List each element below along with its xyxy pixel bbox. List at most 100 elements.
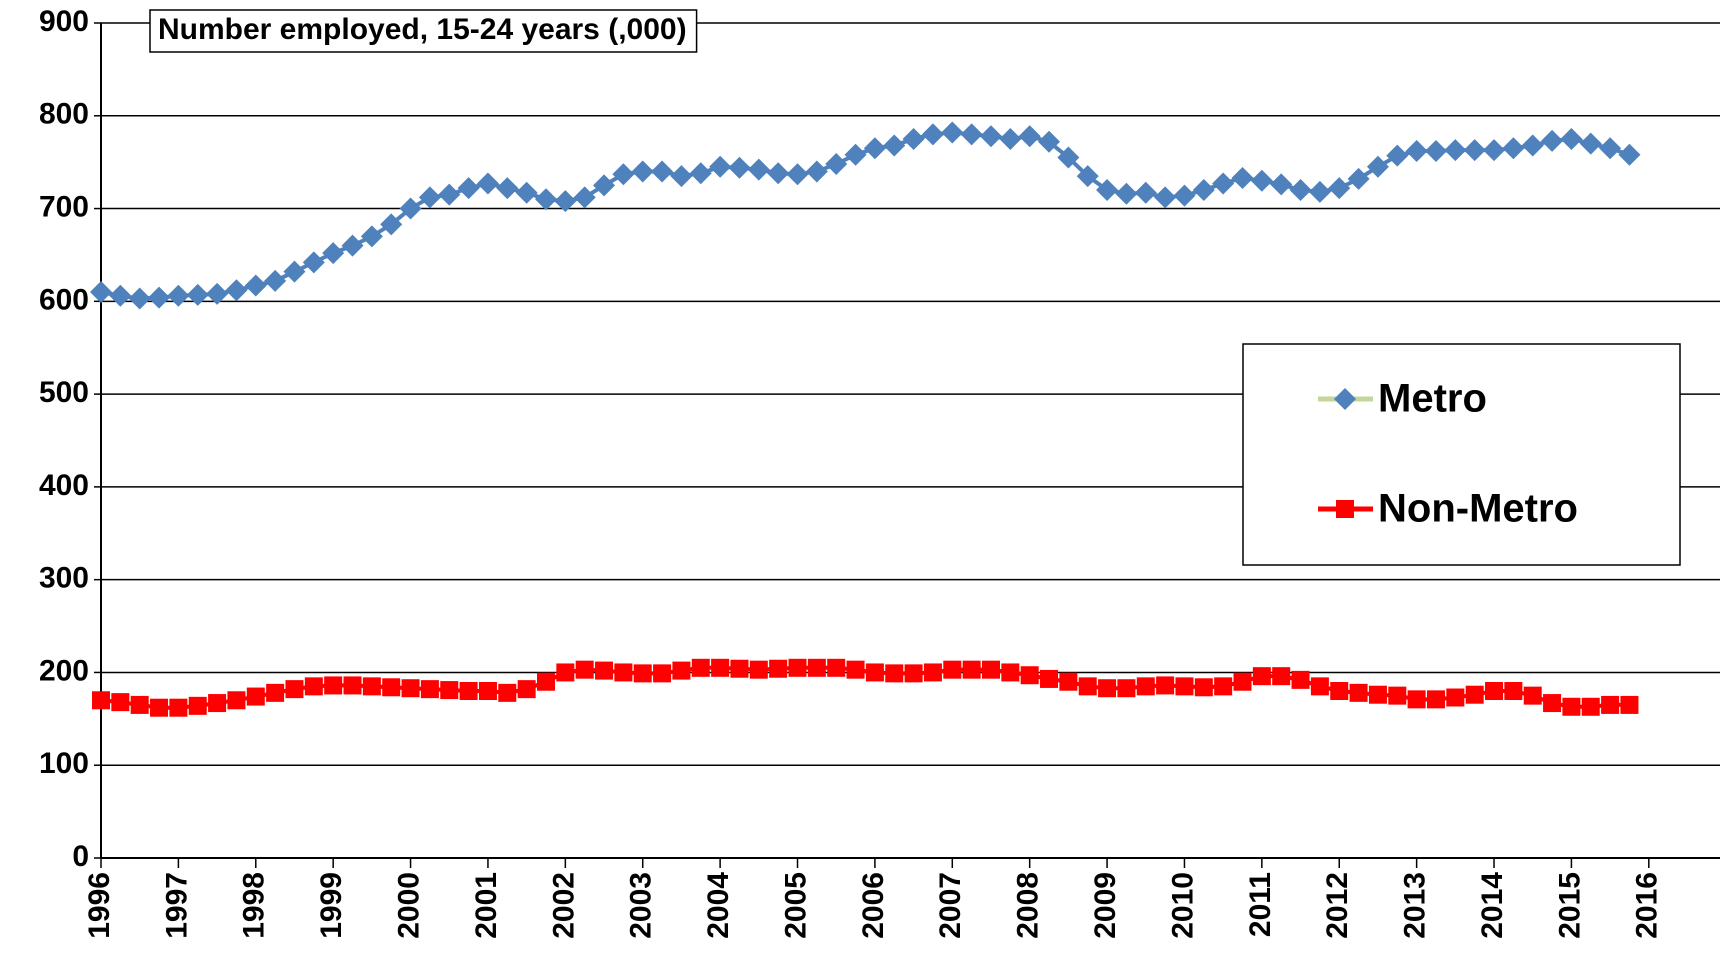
legend-marker	[1334, 388, 1356, 410]
data-point	[418, 186, 441, 209]
data-point	[709, 155, 732, 178]
data-point	[747, 158, 770, 181]
data-point	[999, 127, 1022, 150]
data-point	[206, 282, 229, 305]
data-point	[92, 691, 110, 710]
x-tick-label: 2003	[625, 872, 658, 939]
data-point	[264, 269, 287, 292]
data-point	[360, 225, 383, 248]
data-point	[186, 283, 209, 306]
data-point	[633, 664, 652, 683]
x-tick-label: 2012	[1321, 872, 1354, 939]
data-point	[825, 153, 848, 176]
x-tick-label: 1998	[238, 872, 271, 939]
data-point	[1212, 172, 1235, 195]
data-point	[1388, 686, 1407, 705]
data-point	[981, 660, 1000, 679]
data-point	[670, 165, 693, 188]
data-point	[1154, 186, 1177, 209]
data-point	[1407, 690, 1426, 709]
data-point	[1076, 165, 1099, 188]
data-point	[827, 658, 846, 677]
data-point	[1579, 132, 1602, 155]
data-point	[1483, 139, 1506, 162]
data-point	[941, 121, 964, 144]
data-point	[150, 698, 169, 717]
data-point	[1291, 670, 1310, 689]
y-tick-label: 0	[72, 840, 89, 873]
y-tick-label: 800	[39, 98, 89, 131]
data-point	[844, 143, 867, 166]
data-point	[1386, 144, 1409, 167]
data-point	[1270, 173, 1293, 196]
data-point	[1289, 179, 1312, 201]
y-tick-label: 200	[39, 654, 89, 687]
data-point	[1366, 155, 1389, 178]
x-tick-label: 2013	[1399, 872, 1432, 939]
data-point	[302, 251, 325, 274]
data-point	[573, 186, 596, 209]
y-tick-label: 100	[39, 747, 89, 780]
data-point	[304, 677, 323, 696]
data-point	[1038, 130, 1061, 153]
data-point	[1117, 679, 1136, 698]
data-point	[788, 658, 807, 677]
title-box	[149, 9, 698, 53]
data-point	[1098, 679, 1117, 698]
data-point	[1020, 666, 1039, 685]
data-point	[1173, 184, 1196, 207]
data-point	[1581, 697, 1600, 716]
x-tick-label: 2008	[1012, 872, 1045, 939]
data-point	[728, 156, 751, 179]
data-point	[420, 680, 439, 699]
x-tick-label: 2004	[702, 872, 735, 939]
x-tick-label: 2009	[1089, 872, 1122, 939]
x-tick-label: 1997	[160, 872, 193, 939]
data-point	[689, 162, 712, 185]
x-tick-label: 1996	[83, 872, 116, 939]
data-point	[478, 682, 497, 700]
x-tick-label: 2000	[392, 872, 425, 939]
data-point	[1618, 143, 1641, 166]
data-point	[324, 676, 343, 695]
data-point	[517, 680, 536, 699]
data-point	[672, 661, 691, 680]
y-tick-label: 600	[39, 283, 89, 316]
y-tick-label: 900	[39, 5, 89, 38]
x-tick-label: 2016	[1631, 872, 1664, 939]
data-point	[1465, 685, 1484, 704]
data-point	[498, 683, 517, 702]
data-point	[167, 284, 190, 307]
legend-marker	[1336, 500, 1354, 518]
data-point	[496, 177, 519, 200]
data-point	[614, 663, 633, 682]
data-point	[459, 682, 478, 700]
data-point	[767, 162, 790, 185]
data-point	[1078, 677, 1097, 696]
data-point	[90, 281, 112, 304]
data-point	[749, 660, 768, 679]
data-point	[109, 284, 132, 307]
data-point	[188, 696, 207, 715]
data-point	[534, 188, 557, 211]
data-point	[1368, 685, 1387, 704]
x-tick-label: 2006	[857, 872, 890, 939]
y-tick-label: 400	[39, 469, 89, 502]
data-point	[575, 660, 594, 679]
data-point	[1504, 682, 1523, 700]
data-point	[960, 123, 983, 146]
data-point	[1214, 677, 1233, 696]
data-point	[730, 659, 749, 678]
y-tick-label: 300	[39, 562, 89, 595]
data-point	[401, 679, 420, 698]
data-point	[225, 279, 248, 302]
data-point	[399, 197, 422, 220]
legend-label: Metro	[1378, 377, 1487, 421]
data-point	[1330, 682, 1349, 700]
data-point	[846, 660, 865, 679]
data-point	[1310, 677, 1329, 696]
data-point	[1059, 672, 1078, 691]
data-point	[1156, 676, 1175, 695]
data-point	[865, 663, 884, 682]
data-point	[1349, 683, 1368, 702]
